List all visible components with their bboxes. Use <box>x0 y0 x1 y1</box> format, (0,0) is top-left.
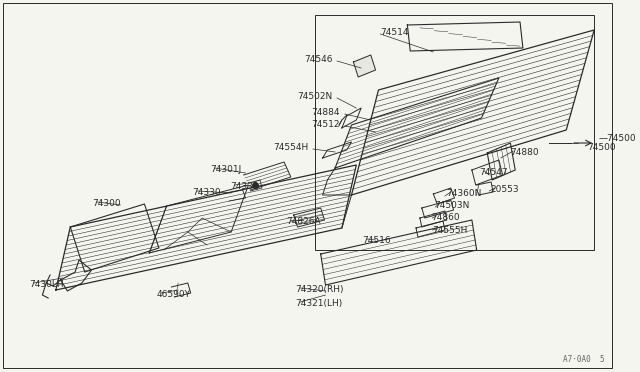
Text: 74503N: 74503N <box>435 201 470 210</box>
Text: 20553: 20553 <box>490 185 519 194</box>
Text: 74300: 74300 <box>92 199 121 208</box>
Text: 74502N: 74502N <box>297 92 332 101</box>
Polygon shape <box>353 55 376 77</box>
Text: 74321(LH): 74321(LH) <box>296 299 343 308</box>
Text: 74320(RH): 74320(RH) <box>296 285 344 294</box>
Text: A7·0A0  5: A7·0A0 5 <box>563 355 605 364</box>
Text: 74360N: 74360N <box>446 189 481 198</box>
Text: 74546: 74546 <box>304 55 332 64</box>
Text: 74512: 74512 <box>312 120 340 129</box>
Text: 46590Y: 46590Y <box>157 290 191 299</box>
Text: 74500: 74500 <box>588 143 616 152</box>
Text: 74880: 74880 <box>510 148 539 157</box>
Text: 74826A: 74826A <box>286 217 321 226</box>
Text: 74860: 74860 <box>431 213 460 222</box>
Text: 74514: 74514 <box>380 28 409 37</box>
Text: —74500: —74500 <box>599 134 637 142</box>
Text: 74301J: 74301J <box>210 165 241 174</box>
Text: 74554H: 74554H <box>273 143 308 152</box>
Text: 74555H: 74555H <box>433 226 468 235</box>
Text: 7430LH: 7430LH <box>29 280 63 289</box>
Bar <box>315 15 594 250</box>
Text: 74331: 74331 <box>230 182 259 191</box>
Text: 74516: 74516 <box>362 236 390 245</box>
Text: 74884: 74884 <box>312 108 340 117</box>
Text: 74330: 74330 <box>193 188 221 197</box>
Text: 74547: 74547 <box>479 168 508 177</box>
